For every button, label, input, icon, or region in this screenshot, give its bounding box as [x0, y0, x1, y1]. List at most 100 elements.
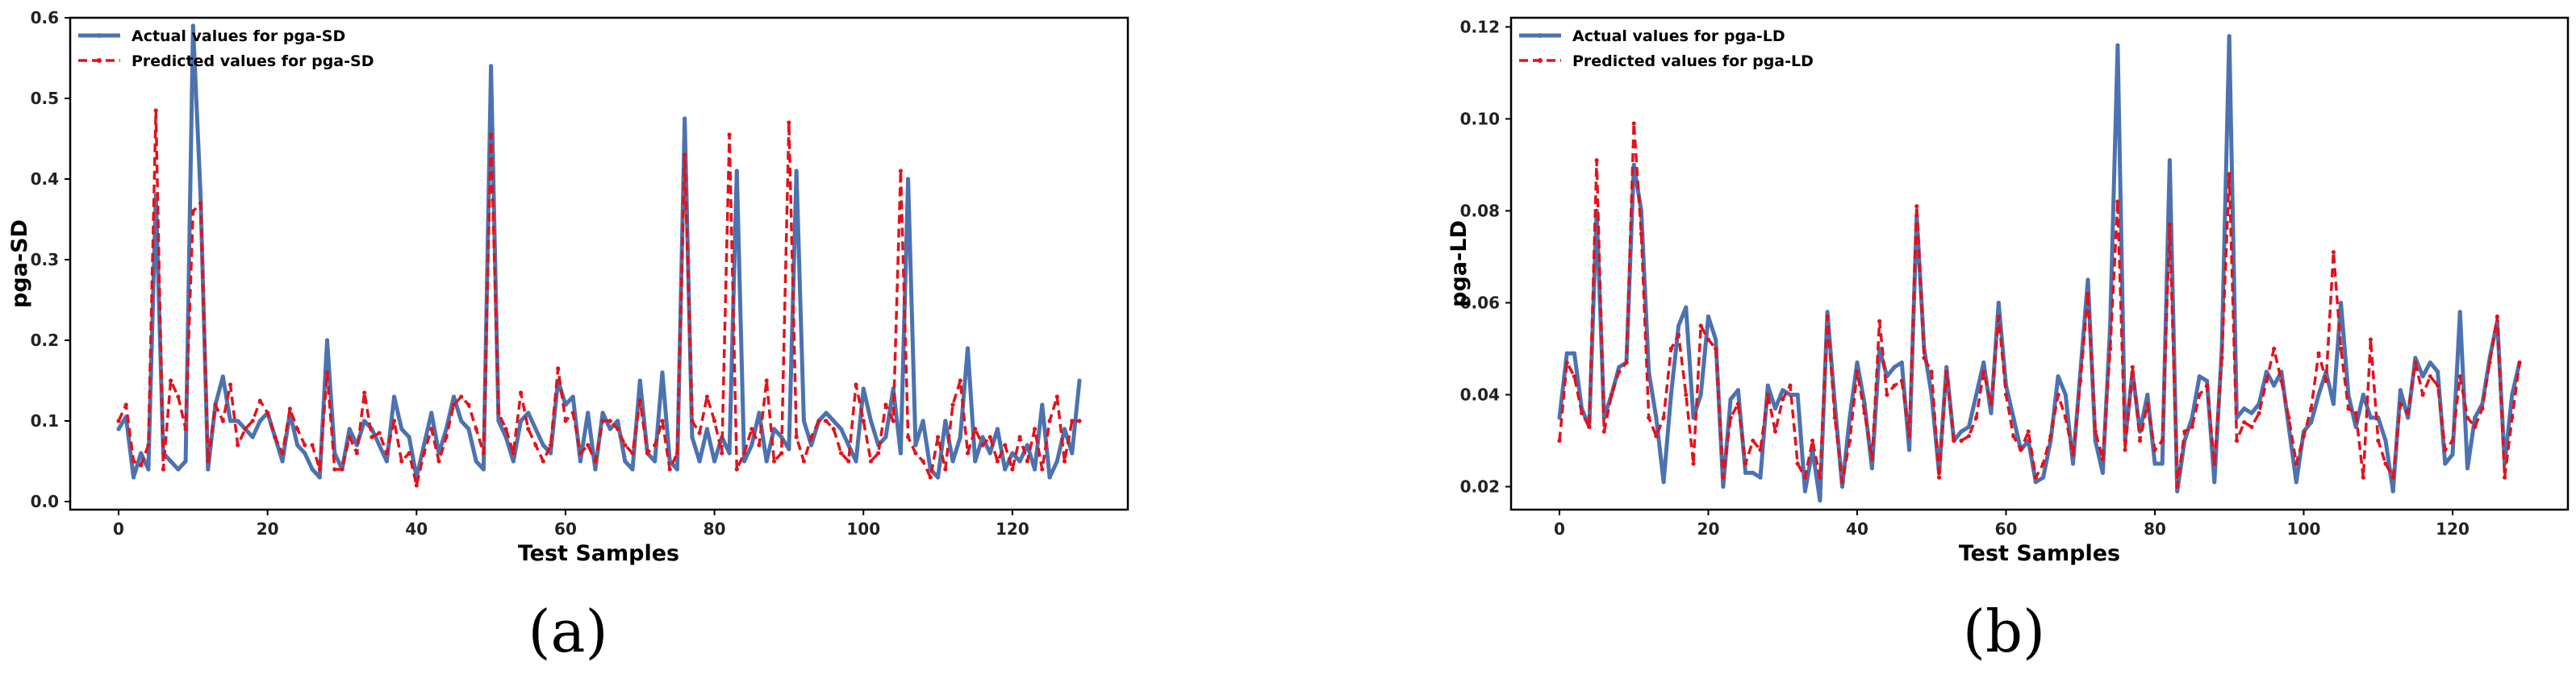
plot-frame-b: [1509, 16, 2570, 511]
data-point: [749, 427, 754, 431]
data-point: [2406, 415, 2411, 420]
data-point: [2436, 383, 2440, 388]
data-point: [2026, 429, 2031, 434]
y-tick-label: 0.04: [1460, 385, 1500, 404]
data-point: [1639, 231, 1643, 236]
data-point: [913, 451, 918, 456]
data-point: [2368, 415, 2374, 420]
data-point: [1869, 456, 1874, 461]
data-point: [407, 435, 411, 439]
data-point: [2212, 480, 2217, 485]
data-point: [1751, 470, 1756, 476]
data-point: [2152, 461, 2157, 466]
data-point: [198, 201, 203, 206]
data-point: [1714, 337, 1718, 342]
data-point: [2383, 461, 2388, 466]
data-point: [511, 451, 516, 456]
data-point: [2339, 300, 2344, 306]
data-point: [623, 443, 628, 448]
ticks-a: 0 20 40 60 80 100 120 0.0 0.1 0.2 0.3 0.4 0.5 0.6: [31, 8, 1029, 539]
data-point: [1907, 434, 1912, 439]
data-point: [1862, 410, 1867, 415]
data-point: [690, 435, 695, 439]
data-point: [1668, 346, 1673, 352]
data-point: [2234, 438, 2240, 444]
data-point: [295, 427, 300, 431]
data-point: [459, 394, 464, 399]
data-point: [1758, 475, 1763, 480]
data-point: [794, 169, 799, 173]
data-point: [1847, 438, 1852, 444]
data-point: [913, 443, 918, 448]
data-point: [683, 152, 687, 157]
data-point: [1996, 300, 2001, 306]
data-point: [2331, 250, 2336, 255]
data-point: [2272, 383, 2277, 388]
data-point: [190, 209, 195, 214]
data-point: [1892, 383, 1897, 388]
data-point: [2160, 461, 2165, 466]
data-point: [310, 467, 315, 472]
data-point: [369, 435, 374, 439]
data-point: [1025, 459, 1029, 464]
x-tick-label: 40: [1846, 519, 1868, 539]
data-point: [250, 435, 255, 439]
data-point: [1885, 392, 1889, 398]
data-point: [586, 443, 591, 448]
data-point: [2510, 415, 2515, 420]
data-point: [2093, 429, 2098, 434]
data-point: [1818, 475, 1822, 480]
x-tick-label: 60: [554, 519, 577, 539]
data-point: [1929, 369, 1934, 374]
data-point: [980, 443, 985, 448]
data-point: [764, 459, 769, 464]
data-point: [466, 427, 471, 431]
data-point: [965, 451, 971, 456]
data-point: [436, 459, 441, 464]
data-point: [794, 435, 799, 439]
data-point: [630, 467, 635, 472]
data-point: [883, 402, 888, 407]
data-point: [2041, 475, 2046, 480]
data-point: [236, 443, 240, 448]
data-point: [123, 402, 128, 407]
data-point: [340, 467, 344, 472]
data-point: [146, 467, 151, 472]
data-point: [1839, 484, 1845, 489]
data-point: [1721, 475, 1726, 480]
data-point: [1751, 438, 1756, 444]
data-point: [2487, 360, 2492, 365]
legend-entry: Actual values for pga-SD: [132, 27, 345, 45]
data-point: [332, 451, 337, 456]
data-point: [2056, 374, 2060, 379]
data-point: [1959, 438, 1964, 444]
data-point: [2249, 410, 2254, 415]
data-point: [303, 451, 307, 456]
x-tick-label: 0: [1554, 519, 1565, 539]
data-point: [2085, 277, 2090, 282]
data-point: [2033, 480, 2038, 485]
data-point: [2130, 364, 2135, 369]
data-point: [2473, 415, 2478, 420]
data-point: [734, 169, 739, 173]
data-point: [392, 419, 397, 423]
data-point: [481, 451, 486, 456]
data-point: [2242, 420, 2247, 425]
legend-entry: Predicted values for pga-LD: [1572, 52, 1814, 70]
data-point: [2160, 438, 2165, 444]
x-tick-label: 80: [703, 519, 726, 539]
chart-panel-a: 0 20 40 60 80 100 120 0.0 0.1 0.2 0.3 0.4 0.5 0.6 Tes…: [7, 8, 1129, 665]
data-point: [1758, 448, 1763, 452]
data-point: [2503, 475, 2507, 480]
data-point: [236, 419, 240, 423]
data-point: [489, 132, 494, 137]
data-point: [616, 427, 620, 431]
data-point: [906, 177, 911, 181]
data-point: [2041, 461, 2046, 466]
data-point: [1781, 388, 1785, 393]
data-point: [2227, 172, 2232, 177]
data-point: [600, 419, 605, 423]
data-point: [1810, 438, 1815, 444]
data-point: [2003, 392, 2009, 398]
data-point: [1781, 397, 1785, 402]
